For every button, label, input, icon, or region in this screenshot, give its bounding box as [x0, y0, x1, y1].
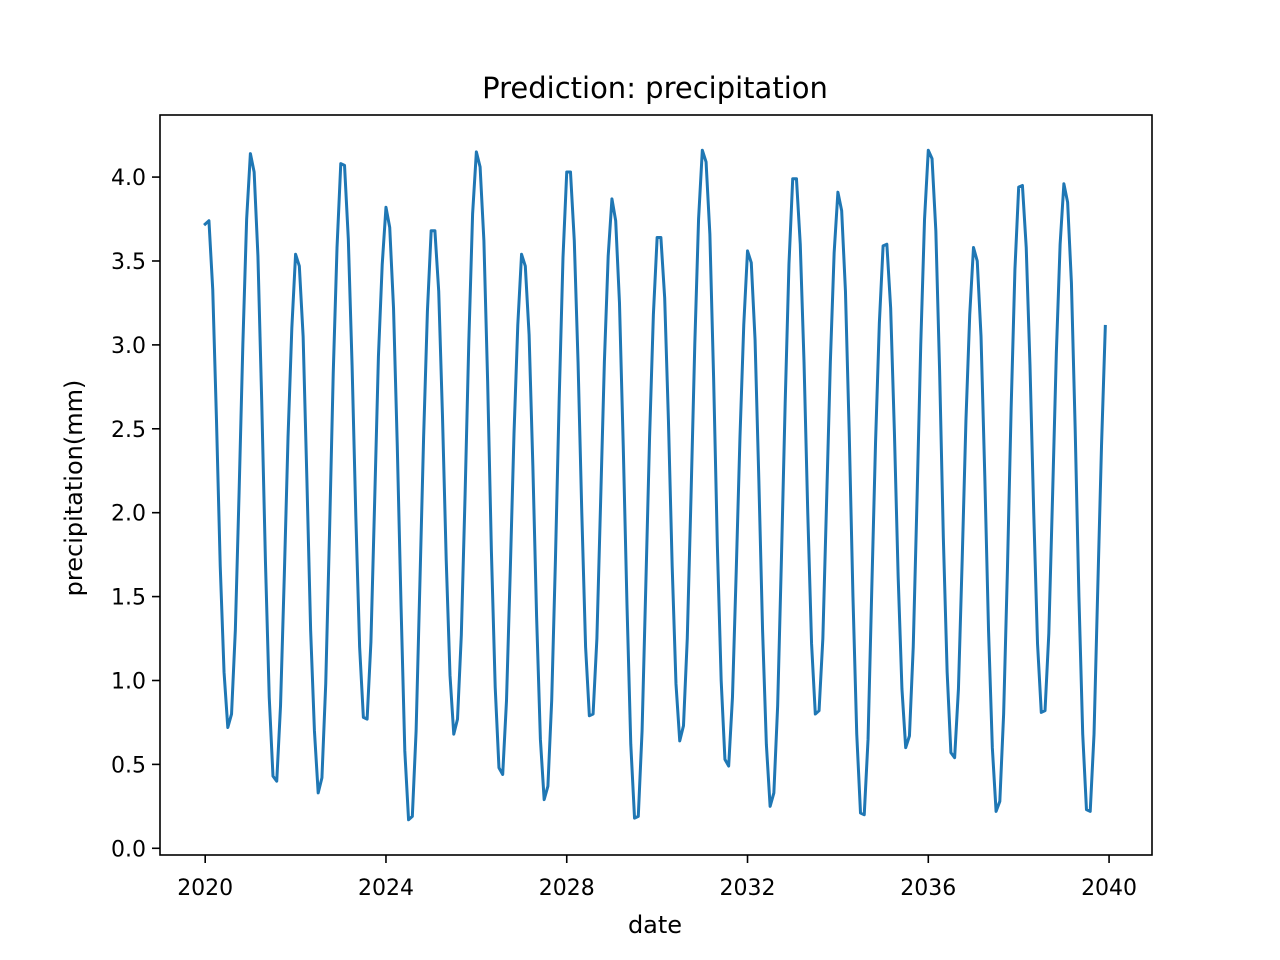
x-tick-label: 2032 [720, 876, 776, 901]
y-tick-label: 1.5 [111, 586, 146, 611]
y-axis: 0.0 0.5 1.0 1.5 2.0 2.5 3.0 3.5 4.0 [111, 166, 160, 862]
x-tick-label: 2024 [358, 876, 414, 901]
x-tick-label: 2020 [177, 876, 233, 901]
chart-title: Prediction: precipitation [482, 71, 828, 105]
x-tick-label: 2040 [1081, 876, 1137, 901]
y-tick-label: 3.0 [111, 334, 146, 359]
y-tick-label: 4.0 [111, 166, 146, 191]
y-tick-label: 1.0 [111, 669, 146, 694]
x-axis: 2020 2024 2028 2032 2036 2040 [177, 855, 1137, 901]
plot-area-frame [159, 114, 1153, 856]
y-axis-label: precipitation(mm) [60, 380, 88, 597]
x-tick-label: 2036 [900, 876, 956, 901]
y-tick-label: 3.5 [111, 250, 146, 275]
series-line-precipitation [203, 148, 1107, 822]
y-tick-label: 0.5 [111, 753, 146, 778]
x-tick-label: 2028 [539, 876, 595, 901]
y-tick-label: 2.5 [111, 418, 146, 443]
y-tick-label: 2.0 [111, 502, 146, 527]
y-tick-label: 0.0 [111, 837, 146, 862]
x-axis-label: date [628, 911, 682, 939]
